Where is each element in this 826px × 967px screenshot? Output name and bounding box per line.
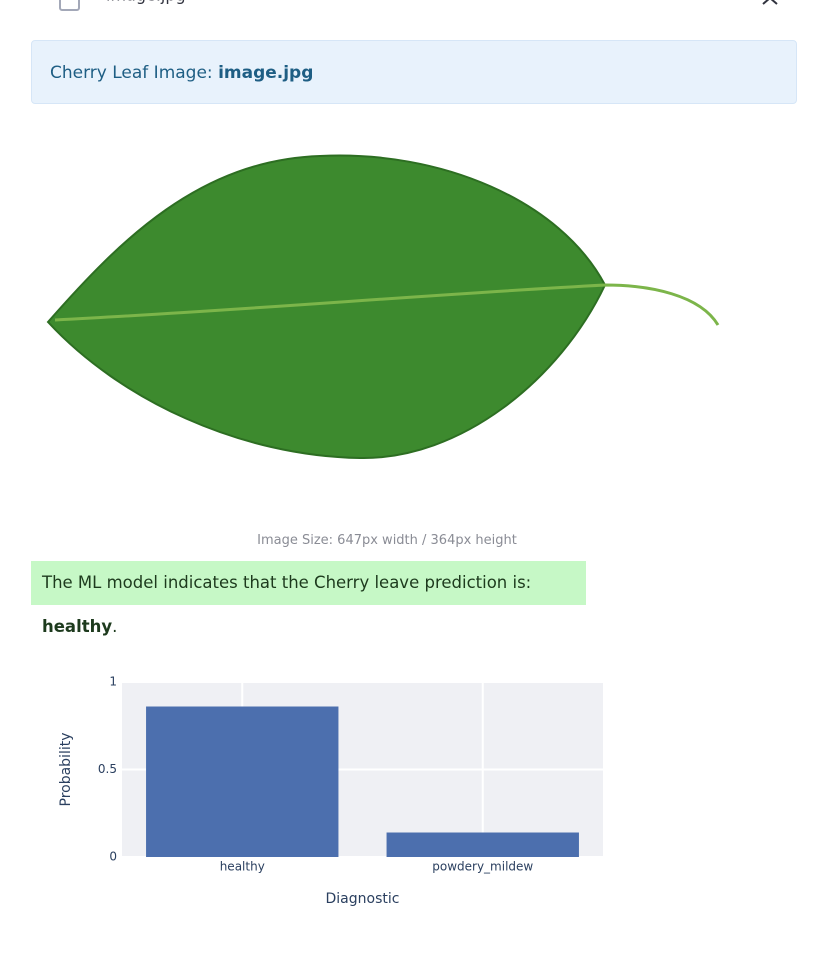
y-tick-label: 0.5 (98, 762, 117, 776)
leaf-image (46, 154, 720, 460)
uploaded-file-name: image.jpg (106, 0, 186, 5)
chart: 0 0.5 1 healthy powdery_mildew Diagnostic Prob… (58, 675, 603, 907)
leaf-blade (46, 154, 607, 460)
bar (146, 706, 339, 857)
x-axis-title: Diagnostic (326, 891, 400, 907)
success-box: The ML model indicates that the Cherry l… (31, 561, 586, 636)
uploader-row: image.jpg (59, 0, 778, 11)
remove-file-button[interactable] (762, 0, 778, 5)
x-tick-label: powdery_mildew (432, 860, 533, 874)
y-tick-label: 1 (109, 675, 117, 689)
leaf-midrib (54, 283, 720, 326)
y-axis-title: Probability (58, 732, 74, 806)
info-file-name: image.jpg (218, 63, 314, 83)
bar (386, 832, 579, 857)
x-tick-label: healthy (220, 860, 265, 874)
y-tick-label: 0 (109, 850, 117, 864)
success-text: The ML model indicates that the Cherry l… (42, 573, 532, 592)
image-caption: Image Size: 647px width / 364px height (257, 533, 517, 548)
success-end: . (112, 617, 118, 636)
prediction: healthy (42, 617, 113, 636)
info-box: Cherry Leaf Image: image.jpg (31, 40, 797, 104)
info-label: Cherry Leaf Image: (50, 63, 213, 83)
file-icon (59, 0, 80, 11)
